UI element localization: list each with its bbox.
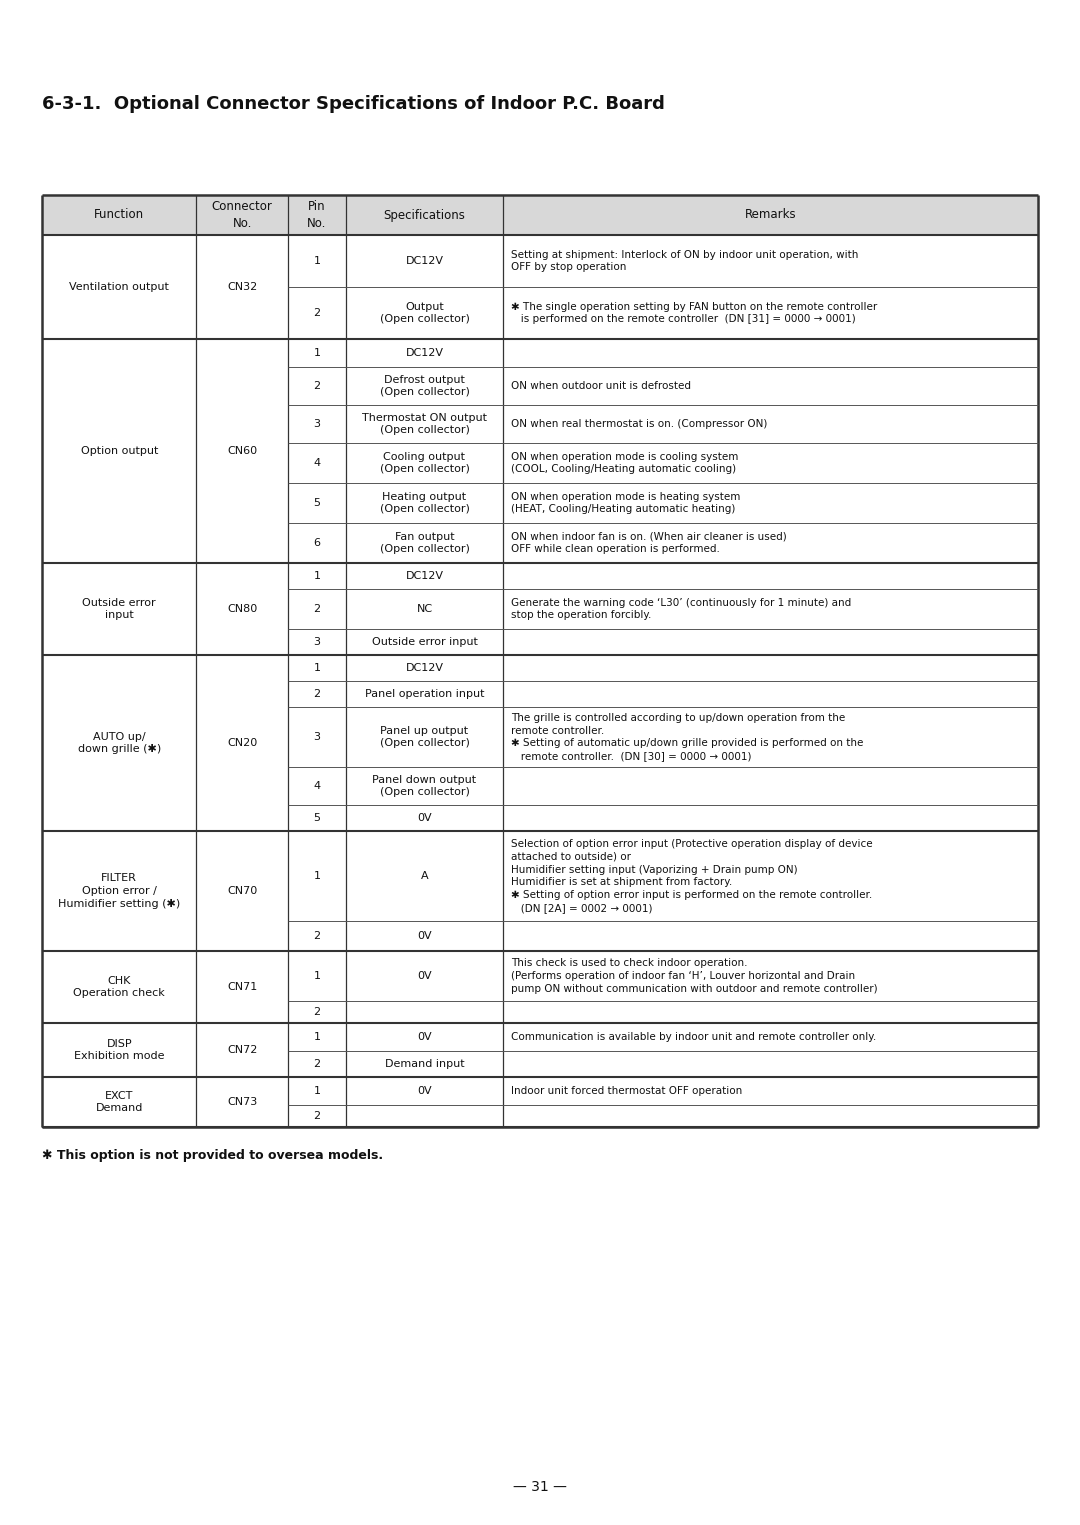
Text: Pin
No.: Pin No.	[307, 200, 326, 230]
Text: 3: 3	[313, 732, 321, 743]
Text: ON when indoor fan is on. (When air cleaner is used)
OFF while clean operation i: ON when indoor fan is on. (When air clea…	[511, 532, 787, 555]
Text: Setting at shipment: Interlock of ON by indoor unit operation, with
OFF by stop : Setting at shipment: Interlock of ON by …	[511, 250, 859, 273]
Text: NC: NC	[417, 604, 432, 615]
Text: 5: 5	[313, 813, 321, 824]
Text: 5: 5	[313, 499, 321, 508]
Text: ON when operation mode is heating system
(HEAT, Cooling/Heating automatic heatin: ON when operation mode is heating system…	[511, 491, 741, 514]
Text: 0V: 0V	[417, 1086, 432, 1096]
Text: 1: 1	[313, 871, 321, 881]
Text: DC12V: DC12V	[405, 256, 444, 265]
Text: DC12V: DC12V	[405, 570, 444, 581]
Text: Generate the warning code ‘L30’ (continuously for 1 minute) and
stop the operati: Generate the warning code ‘L30’ (continu…	[511, 598, 851, 621]
Text: 2: 2	[313, 604, 321, 615]
Text: 4: 4	[313, 458, 321, 468]
Text: Option output: Option output	[81, 445, 158, 456]
Text: 0V: 0V	[417, 813, 432, 824]
Text: 6: 6	[313, 538, 321, 547]
Text: This check is used to check indoor operation.
(Performs operation of indoor fan : This check is used to check indoor opera…	[511, 958, 878, 994]
Text: A: A	[420, 871, 429, 881]
Text: 2: 2	[313, 308, 321, 319]
Text: 2: 2	[313, 1112, 321, 1121]
Text: ON when operation mode is cooling system
(COOL, Cooling/Heating automatic coolin: ON when operation mode is cooling system…	[511, 451, 739, 474]
Text: 3: 3	[313, 637, 321, 647]
Text: Indoor unit forced thermostat OFF operation: Indoor unit forced thermostat OFF operat…	[511, 1086, 742, 1096]
Text: Cooling output
(Open collector): Cooling output (Open collector)	[379, 451, 470, 474]
Bar	[42, 195, 1038, 235]
Text: 2: 2	[313, 689, 321, 698]
Text: CN20: CN20	[227, 738, 257, 747]
Text: Connector
No.: Connector No.	[212, 200, 272, 230]
Text: The grille is controlled according to up/down operation from the
remote controll: The grille is controlled according to up…	[511, 712, 864, 761]
Text: Thermostat ON output
(Open collector): Thermostat ON output (Open collector)	[362, 413, 487, 436]
Text: 4: 4	[313, 781, 321, 791]
Text: — 31 —: — 31 —	[513, 1479, 567, 1494]
Text: ✱ This option is not provided to oversea models.: ✱ This option is not provided to oversea…	[42, 1148, 383, 1162]
Text: 1: 1	[313, 663, 321, 673]
Text: 6-3-1.  Optional Connector Specifications of Indoor P.C. Board: 6-3-1. Optional Connector Specifications…	[42, 95, 665, 113]
Text: Fan output
(Open collector): Fan output (Open collector)	[379, 532, 470, 555]
Text: CN72: CN72	[227, 1045, 257, 1055]
Text: 2: 2	[313, 1058, 321, 1069]
Text: ON when outdoor unit is defrosted: ON when outdoor unit is defrosted	[511, 381, 691, 390]
Text: Panel down output
(Open collector): Panel down output (Open collector)	[373, 775, 476, 798]
Text: Remarks: Remarks	[745, 209, 796, 221]
Text: Heating output
(Open collector): Heating output (Open collector)	[379, 491, 470, 514]
Text: Outside error
input: Outside error input	[82, 598, 156, 621]
Text: CN70: CN70	[227, 886, 257, 897]
Text: Specifications: Specifications	[383, 209, 465, 221]
Text: CN60: CN60	[227, 445, 257, 456]
Text: CN80: CN80	[227, 604, 257, 615]
Text: Selection of option error input (Protective operation display of device
attached: Selection of option error input (Protect…	[511, 839, 873, 913]
Text: Defrost output
(Open collector): Defrost output (Open collector)	[379, 375, 470, 398]
Text: 0V: 0V	[417, 971, 432, 981]
Text: FILTER
Option error /
Humidifier setting (✱): FILTER Option error / Humidifier setting…	[58, 874, 180, 909]
Text: 1: 1	[313, 1086, 321, 1096]
Text: 1: 1	[313, 1032, 321, 1042]
Text: DISP
Exhibition mode: DISP Exhibition mode	[73, 1039, 164, 1061]
Text: 2: 2	[313, 1006, 321, 1017]
Text: Demand input: Demand input	[384, 1058, 464, 1069]
Text: 1: 1	[313, 570, 321, 581]
Text: 0V: 0V	[417, 930, 432, 941]
Text: ON when real thermostat is on. (Compressor ON): ON when real thermostat is on. (Compress…	[511, 419, 768, 429]
Text: Ventilation output: Ventilation output	[69, 282, 170, 291]
Text: Panel up output
(Open collector): Panel up output (Open collector)	[379, 726, 470, 749]
Text: 0V: 0V	[417, 1032, 432, 1042]
Text: AUTO up/
down grille (✱): AUTO up/ down grille (✱)	[78, 732, 161, 755]
Text: 3: 3	[313, 419, 321, 429]
Text: Panel operation input: Panel operation input	[365, 689, 484, 698]
Text: DC12V: DC12V	[405, 663, 444, 673]
Text: Function: Function	[94, 209, 145, 221]
Text: CHK
Operation check: CHK Operation check	[73, 976, 165, 999]
Text: 2: 2	[313, 930, 321, 941]
Text: 1: 1	[313, 256, 321, 265]
Text: 1: 1	[313, 971, 321, 981]
Text: ✱ The single operation setting by FAN button on the remote controller
   is perf: ✱ The single operation setting by FAN bu…	[511, 302, 877, 325]
Text: Output
(Open collector): Output (Open collector)	[379, 302, 470, 325]
Text: CN32: CN32	[227, 282, 257, 291]
Text: Outside error input: Outside error input	[372, 637, 477, 647]
Text: CN71: CN71	[227, 982, 257, 991]
Text: 1: 1	[313, 348, 321, 358]
Text: DC12V: DC12V	[405, 348, 444, 358]
Text: Communication is available by indoor unit and remote controller only.: Communication is available by indoor uni…	[511, 1032, 876, 1042]
Text: 2: 2	[313, 381, 321, 390]
Text: CN73: CN73	[227, 1096, 257, 1107]
Text: EXCT
Demand: EXCT Demand	[95, 1090, 143, 1113]
